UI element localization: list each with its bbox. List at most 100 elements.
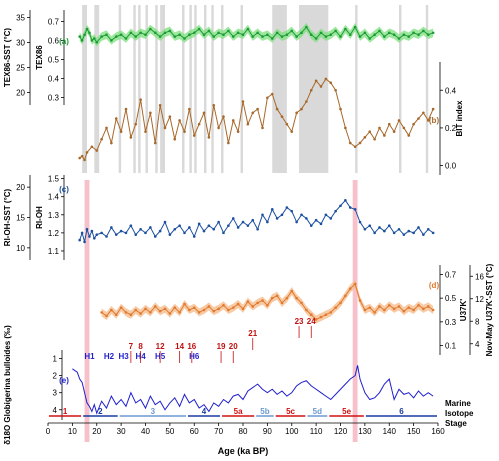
- data-point-uk37: [178, 311, 181, 314]
- data-point-bit: [173, 137, 177, 141]
- data-point-bit: [129, 136, 133, 139]
- data-point-riOH: [85, 227, 89, 231]
- data-point-riOH: [110, 226, 113, 229]
- data-point-bit: [168, 115, 172, 118]
- data-point-tex: [207, 29, 211, 33]
- inner-tick-label-uk37: 0.3: [445, 318, 457, 327]
- data-point-uk37: [144, 307, 147, 311]
- data-point-uk37: [134, 308, 138, 312]
- data-point-riOH: [402, 233, 406, 236]
- data-point-tex: [114, 35, 118, 38]
- shaded-interval: [160, 5, 165, 173]
- data-point-riOH: [314, 218, 318, 222]
- data-point-bit: [290, 130, 294, 133]
- x-tick-label: 60: [190, 427, 199, 436]
- x-tick-label: 90: [263, 427, 272, 436]
- data-point-uk37: [300, 301, 303, 305]
- data-point-bit: [158, 104, 162, 107]
- data-point-bit: [417, 117, 420, 120]
- inner-tick-label-uk37: 0.7: [445, 270, 457, 279]
- data-point-riOH: [353, 208, 357, 211]
- data-point-bit: [407, 134, 411, 137]
- data-point-tex: [173, 35, 177, 38]
- data-point-uk37: [119, 306, 123, 309]
- mis-title: Stage: [445, 419, 467, 428]
- data-point-riOH: [80, 231, 84, 235]
- data-point-riOH: [251, 218, 255, 222]
- data-point-riOH: [90, 229, 94, 233]
- x-tick-label: 150: [407, 427, 421, 436]
- data-point-bit: [153, 141, 157, 145]
- data-point-riOH: [422, 233, 425, 236]
- data-point-tex: [78, 35, 81, 38]
- data-point-bit: [300, 107, 303, 111]
- data-point-bit: [134, 122, 138, 126]
- data-point-bit: [397, 119, 401, 122]
- data-point-tex: [290, 29, 294, 33]
- data-point-riOH: [300, 213, 303, 217]
- data-point-riOH: [280, 213, 284, 217]
- shaded-interval: [138, 5, 141, 173]
- data-point-tex: [324, 35, 328, 38]
- x-tick-label: 10: [68, 427, 77, 436]
- tick-label-d18o: 2: [53, 372, 58, 381]
- right-axis-title-bit: BIT index: [455, 100, 464, 137]
- x-tick-label: 130: [358, 427, 372, 436]
- data-point-riOH: [163, 220, 167, 224]
- data-point-bit: [188, 107, 191, 111]
- data-point-uk37: [426, 305, 430, 308]
- panel-label-tex: (a): [59, 37, 69, 46]
- data-point-tex: [212, 35, 216, 38]
- data-point-riOH: [124, 231, 128, 235]
- data-point-tex: [100, 35, 103, 38]
- x-tick-label: 40: [141, 427, 150, 436]
- mis-title: Marine: [445, 399, 471, 408]
- data-point-tex: [373, 33, 376, 36]
- inner-tick-label-tex: 0.6: [48, 36, 60, 45]
- data-point-bit: [309, 88, 313, 92]
- data-point-uk37: [188, 308, 191, 312]
- panel-label-bit: (b): [429, 116, 440, 125]
- data-point-uk37: [275, 294, 279, 298]
- data-point-uk37: [431, 308, 435, 312]
- data-point-uk37: [285, 296, 289, 300]
- data-point-riOH: [88, 235, 91, 238]
- data-point-uk37: [207, 305, 211, 308]
- data-point-uk37: [241, 307, 245, 311]
- data-point-riOH: [412, 231, 415, 235]
- data-point-bit: [231, 119, 235, 122]
- data-point-uk37: [100, 311, 103, 314]
- data-point-tex: [266, 33, 269, 36]
- data-point-bit: [85, 151, 89, 154]
- tick-label-d18o: 3: [53, 389, 58, 398]
- data-point-uk37: [348, 287, 352, 290]
- series-d18o: [72, 365, 434, 415]
- data-point-uk37: [231, 306, 235, 309]
- shaded-interval: [399, 5, 402, 173]
- data-point-tex: [119, 33, 123, 36]
- data-point-riOH: [270, 208, 274, 211]
- panel-label-riOH: (c): [59, 185, 69, 194]
- data-point-tex: [129, 31, 133, 35]
- data-point-bit: [256, 107, 259, 111]
- data-point-tex: [83, 33, 86, 36]
- data-point-riOH: [256, 227, 259, 231]
- data-point-riOH: [100, 231, 103, 235]
- data-point-bit: [348, 141, 352, 145]
- data-point-bit: [314, 79, 318, 83]
- data-point-bit: [431, 107, 435, 111]
- data-point-bit: [387, 122, 391, 126]
- mis-label: 4: [202, 407, 207, 416]
- data-point-bit: [324, 77, 328, 81]
- data-point-riOH: [305, 217, 308, 220]
- x-tick-label: 120: [334, 427, 348, 436]
- data-point-riOH: [261, 213, 264, 217]
- data-point-uk37: [183, 302, 186, 306]
- data-point-uk37: [353, 282, 357, 286]
- x-tick-label: 0: [46, 427, 51, 436]
- data-point-bit: [236, 130, 240, 133]
- data-point-uk37: [280, 301, 284, 305]
- data-point-riOH: [212, 227, 216, 231]
- data-point-bit: [105, 126, 108, 130]
